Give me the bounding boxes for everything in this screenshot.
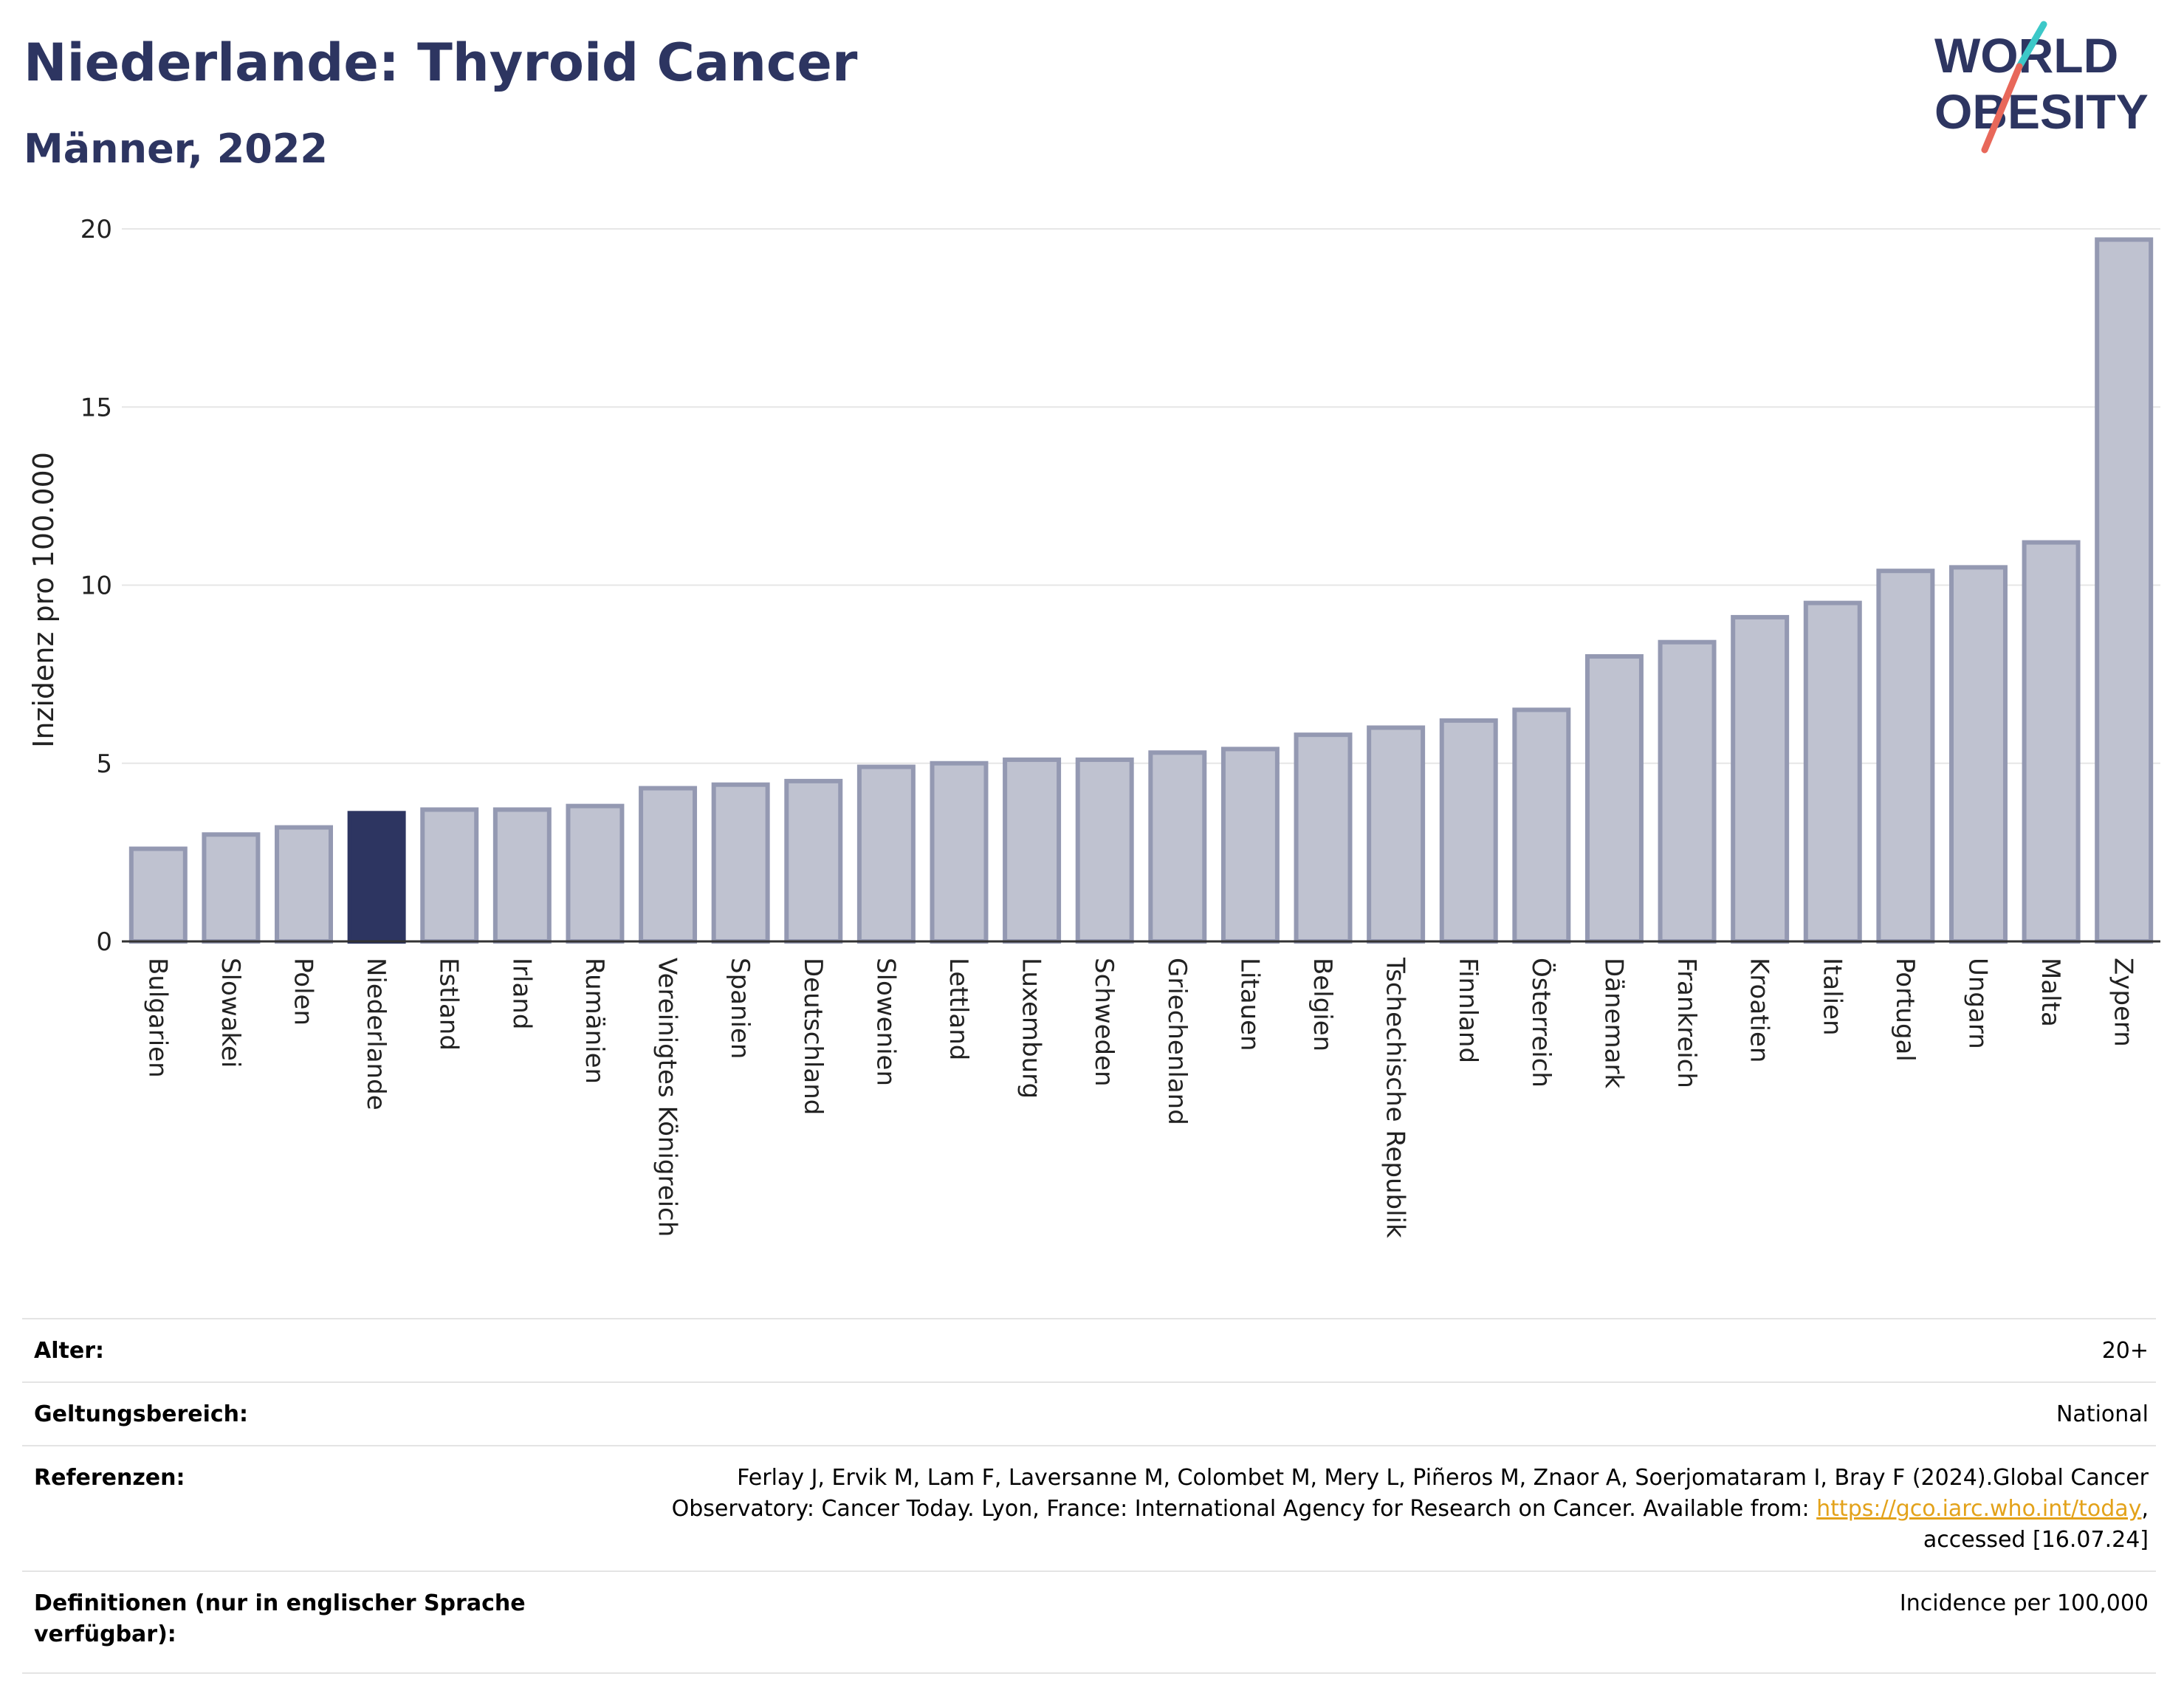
- x-tick-label: Lettland: [944, 958, 973, 1060]
- info-label-references: Referenzen:: [34, 1465, 185, 1491]
- info-value-references: Ferlay J, Ervik M, Lam F, Laversanne M, …: [598, 1463, 2156, 1556]
- bar-chart: 0 5 10 15 20 Inzidenz pro 100.000 Bulgarien Slo…: [27, 215, 2160, 1238]
- x-tick-label: Belgien: [1308, 958, 1337, 1051]
- bar: [347, 811, 406, 944]
- bar: [128, 846, 188, 944]
- info-row-references: Referenzen: Ferlay J, Ervik M, Lam F, La…: [22, 1445, 2156, 1570]
- info-label-definitions: Definitionen (nur in englischer Sprache …: [34, 1590, 526, 1647]
- info-row-age: Alter: 20+: [22, 1318, 2156, 1381]
- info-value-definitions: Incidence per 100,000: [1899, 1590, 2149, 1616]
- bar: [1876, 569, 1935, 944]
- x-tick-label: Slowenien: [870, 958, 900, 1086]
- bar: [711, 782, 770, 944]
- x-tick-label: Estland: [434, 958, 464, 1051]
- logo-slash-coral: [1981, 63, 2023, 154]
- x-tick-label: Frankreich: [1672, 958, 1701, 1088]
- info-value-age: 20+: [2101, 1338, 2149, 1364]
- world-obesity-logo: WORLD OBESITY: [1934, 21, 2149, 154]
- bar: [2095, 237, 2154, 944]
- page-title: Niederlande: Thyroid Cancer: [24, 32, 858, 93]
- x-tick-label: Malta: [2036, 958, 2065, 1027]
- y-tick-label: 20: [80, 215, 112, 244]
- y-tick-label: 15: [80, 393, 112, 422]
- x-tick-label: Finnland: [1453, 958, 1483, 1063]
- bar: [784, 778, 843, 944]
- page-subtitle: Männer, 2022: [24, 126, 328, 172]
- bar: [1220, 746, 1280, 944]
- bar: [856, 764, 916, 944]
- info-label-scope: Geltungsbereich:: [34, 1401, 249, 1427]
- info-row-scope: Geltungsbereich: National: [22, 1381, 2156, 1445]
- x-tick-label: Tschechische Republik: [1381, 957, 1410, 1238]
- reference-link[interactable]: https://gco.iarc.who.int/today: [1816, 1496, 2142, 1522]
- x-tick-label: Schweden: [1089, 958, 1119, 1087]
- x-tick-label: Österreich: [1526, 958, 1556, 1088]
- x-tick-label: Dänemark: [1598, 958, 1628, 1088]
- bar: [1003, 757, 1062, 944]
- x-tick-label: Polen: [289, 958, 318, 1026]
- bar: [1367, 725, 1426, 944]
- info-row-definitions: Definitionen (nur in englischer Sprache …: [22, 1570, 2156, 1674]
- y-tick-label: 0: [96, 927, 112, 957]
- x-tick-label: Italien: [1817, 958, 1847, 1036]
- x-tick-label: Luxemburg: [1017, 958, 1046, 1099]
- reference-accessed: , accessed [16.07.24]: [1923, 1496, 2149, 1553]
- info-label-age: Alter:: [34, 1338, 104, 1364]
- x-tick-label: Zypern: [2109, 958, 2138, 1047]
- bar: [492, 807, 552, 944]
- y-tick-label: 5: [96, 749, 112, 779]
- y-axis-title: Inzidenz pro 100.000: [27, 452, 60, 748]
- bar: [1148, 750, 1207, 944]
- bar: [639, 786, 698, 944]
- x-tick-label: Griechenland: [1162, 958, 1192, 1125]
- x-tick-label: Irland: [506, 958, 536, 1029]
- x-tick-label: Rumänien: [580, 958, 609, 1084]
- info-table: Alter: 20+ Geltungsbereich: National Ref…: [22, 1318, 2156, 1674]
- logo-slash-teal: [2016, 21, 2047, 70]
- x-tick-label: Ungarn: [1962, 958, 1992, 1049]
- x-tick-label: Vereinigtes Königreich: [653, 958, 682, 1237]
- x-tick-label: Deutschland: [798, 958, 828, 1115]
- bar: [1731, 614, 1790, 944]
- x-tick-label: Bulgarien: [142, 958, 172, 1078]
- info-value-scope: National: [2056, 1401, 2149, 1427]
- x-tick-label: Litauen: [1234, 958, 1264, 1051]
- bar: [1584, 654, 1644, 944]
- logo-text-obesity: OBESITY: [1934, 84, 2149, 139]
- y-tick-label: 10: [80, 571, 112, 601]
- bar: [202, 832, 261, 944]
- bar: [1294, 732, 1353, 944]
- bar: [1075, 757, 1134, 944]
- x-tick-label: Slowakei: [216, 958, 245, 1068]
- reference-text: Ferlay J, Ervik M, Lam F, Laversanne M, …: [671, 1465, 2149, 1522]
- x-tick-label: Portugal: [1890, 958, 1920, 1062]
- bar: [1512, 707, 1571, 944]
- bar: [1948, 565, 2008, 944]
- bar: [420, 807, 479, 944]
- bar: [1439, 718, 1498, 944]
- x-tick-label: Kroatien: [1745, 958, 1774, 1062]
- bar: [930, 761, 989, 944]
- bar: [566, 803, 625, 944]
- bar: [1658, 639, 1717, 944]
- x-tick-label: Niederlande: [361, 958, 391, 1110]
- bar: [2022, 540, 2081, 944]
- bar: [275, 825, 334, 944]
- x-tick-label: Spanien: [725, 958, 755, 1059]
- bar: [1803, 600, 1862, 944]
